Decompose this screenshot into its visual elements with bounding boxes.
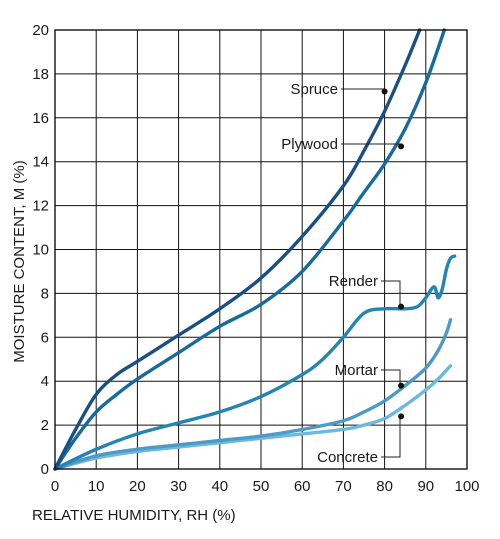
series-label-concrete: Concrete xyxy=(317,449,378,466)
y-tick-label: 20 xyxy=(32,22,49,39)
annotation-dot xyxy=(398,382,405,389)
x-tick-label: 100 xyxy=(454,478,479,495)
y-tick-label: 4 xyxy=(41,373,49,390)
x-tick-label: 40 xyxy=(211,478,228,495)
x-tick-label: 60 xyxy=(294,478,311,495)
annotation-dot xyxy=(398,303,405,310)
series-line-mortar xyxy=(53,318,453,471)
series-label-spruce: Spruce xyxy=(290,81,338,98)
grid xyxy=(54,29,468,470)
y-tick-label: 18 xyxy=(32,66,49,83)
annotation-dot xyxy=(398,143,405,150)
x-tick-label: 90 xyxy=(417,478,434,495)
x-tick-label: 20 xyxy=(129,478,146,495)
y-tick-label: 16 xyxy=(32,110,49,127)
series-line-concrete xyxy=(53,364,453,471)
y-tick-label: 14 xyxy=(32,154,49,171)
series-label-mortar: Mortar xyxy=(335,362,378,379)
y-tick-label: 2 xyxy=(41,417,49,434)
x-tick-label: 70 xyxy=(335,478,352,495)
y-tick-label: 8 xyxy=(41,285,49,302)
x-tick-labels: 0 10 20 30 40 50 60 70 80 90 100 xyxy=(51,478,480,495)
y-tick-label: 6 xyxy=(41,329,49,346)
x-tick-label: 80 xyxy=(376,478,393,495)
leader-line xyxy=(341,143,402,147)
annotation-concrete: Concrete xyxy=(317,413,405,466)
x-axis-title: RELATIVE HUMIDITY, RH (%) xyxy=(32,507,236,524)
x-tick-label: 0 xyxy=(51,478,59,495)
leader-line xyxy=(341,88,386,92)
series-line-spruce xyxy=(53,28,422,471)
series-lines xyxy=(53,28,457,471)
annotation-spruce: Spruce xyxy=(290,81,388,98)
x-tick-label: 30 xyxy=(170,478,187,495)
leader-line xyxy=(381,415,402,458)
y-tick-label: 10 xyxy=(32,242,49,259)
series-annotations: Spruce Plywood Render Mortar Concrete xyxy=(281,81,405,466)
x-tick-label: 50 xyxy=(253,478,270,495)
series-line-render xyxy=(53,254,457,471)
series-label-plywood: Plywood xyxy=(281,136,338,153)
series-line-plywood xyxy=(53,28,447,471)
leader-line xyxy=(381,369,402,387)
series-label-render: Render xyxy=(329,273,378,290)
annotation-plywood: Plywood xyxy=(281,136,405,153)
annotation-mortar: Mortar xyxy=(335,362,405,389)
y-tick-label: 12 xyxy=(32,198,49,215)
x-tick-label: 10 xyxy=(88,478,105,495)
plot-area-frame xyxy=(54,29,468,470)
y-axis-title: MOISTURE CONTENT, M (%) xyxy=(11,160,28,363)
annotation-render: Render xyxy=(329,273,405,310)
annotation-dot xyxy=(381,88,388,95)
y-tick-label: 0 xyxy=(41,461,49,478)
annotation-dot xyxy=(398,413,405,420)
y-tick-labels: 0 2 4 6 8 10 12 14 16 18 20 xyxy=(32,22,49,478)
